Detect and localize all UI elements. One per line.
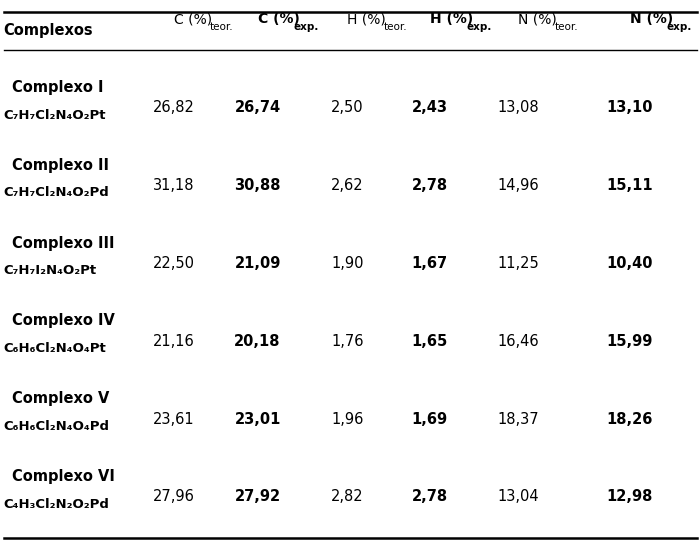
Text: 26,74: 26,74 (234, 100, 281, 115)
Text: 10,40: 10,40 (607, 256, 653, 271)
Text: H (%): H (%) (430, 12, 473, 26)
Text: teor.: teor. (554, 21, 578, 32)
Text: 15,11: 15,11 (607, 178, 653, 193)
Text: 1,90: 1,90 (331, 256, 363, 271)
Text: 16,46: 16,46 (497, 334, 539, 349)
Text: Complexo I: Complexo I (12, 80, 104, 95)
Text: teor.: teor. (210, 21, 234, 32)
Text: 2,82: 2,82 (331, 489, 363, 504)
Text: 13,04: 13,04 (497, 489, 539, 504)
Text: C (%): C (%) (258, 12, 300, 26)
Text: 26,82: 26,82 (153, 100, 195, 115)
Text: C (%): C (%) (174, 12, 211, 26)
Text: Complexo IV: Complexo IV (12, 313, 115, 328)
Text: C₆H₆Cl₂N₄O₄Pt: C₆H₆Cl₂N₄O₄Pt (4, 342, 106, 355)
Text: exp.: exp. (466, 21, 491, 32)
Text: C₇H₇I₂N₄O₂Pt: C₇H₇I₂N₄O₂Pt (4, 264, 97, 277)
Text: C₇H₇Cl₂N₄O₂Pt: C₇H₇Cl₂N₄O₂Pt (4, 109, 106, 122)
Text: 23,61: 23,61 (153, 412, 195, 426)
Text: 21,09: 21,09 (234, 256, 281, 271)
Text: 27,92: 27,92 (234, 489, 281, 504)
Text: 23,01: 23,01 (234, 412, 281, 426)
Text: teor.: teor. (384, 21, 407, 32)
Text: C₇H₇Cl₂N₄O₂Pd: C₇H₇Cl₂N₄O₂Pd (4, 186, 109, 199)
Text: 13,10: 13,10 (607, 100, 653, 115)
Text: 2,78: 2,78 (412, 178, 448, 193)
Text: 15,99: 15,99 (607, 334, 653, 349)
Text: C₆H₆Cl₂N₄O₄Pd: C₆H₆Cl₂N₄O₄Pd (4, 420, 109, 433)
Text: 2,50: 2,50 (331, 100, 363, 115)
Text: Complexo III: Complexo III (12, 236, 114, 250)
Text: Complexo V: Complexo V (12, 391, 109, 406)
Text: 21,16: 21,16 (153, 334, 195, 349)
Text: 1,67: 1,67 (412, 256, 448, 271)
Text: C₄H₃Cl₂N₂O₂Pd: C₄H₃Cl₂N₂O₂Pd (4, 498, 109, 511)
Text: 1,76: 1,76 (331, 334, 363, 349)
Text: 14,96: 14,96 (497, 178, 539, 193)
Text: 31,18: 31,18 (153, 178, 195, 193)
Text: 18,26: 18,26 (607, 412, 653, 426)
Text: 12,98: 12,98 (607, 489, 653, 504)
Text: 1,69: 1,69 (412, 412, 448, 426)
Text: 2,78: 2,78 (412, 489, 448, 504)
Text: 1,65: 1,65 (412, 334, 448, 349)
Text: 27,96: 27,96 (153, 489, 195, 504)
Text: 1,96: 1,96 (331, 412, 363, 426)
Text: N (%): N (%) (630, 12, 673, 26)
Text: 18,37: 18,37 (497, 412, 539, 426)
Text: Complexos: Complexos (4, 23, 93, 38)
Text: 22,50: 22,50 (153, 256, 195, 271)
Text: exp.: exp. (666, 21, 692, 32)
Text: 30,88: 30,88 (234, 178, 281, 193)
Text: exp.: exp. (294, 21, 319, 32)
Text: 11,25: 11,25 (497, 256, 539, 271)
Text: 2,43: 2,43 (412, 100, 448, 115)
Text: H (%): H (%) (347, 12, 386, 26)
Text: 2,62: 2,62 (331, 178, 363, 193)
Text: 20,18: 20,18 (234, 334, 281, 349)
Text: 13,08: 13,08 (497, 100, 539, 115)
Text: Complexo II: Complexo II (12, 158, 109, 173)
Text: Complexo VI: Complexo VI (12, 469, 115, 484)
Text: N (%): N (%) (518, 12, 556, 26)
